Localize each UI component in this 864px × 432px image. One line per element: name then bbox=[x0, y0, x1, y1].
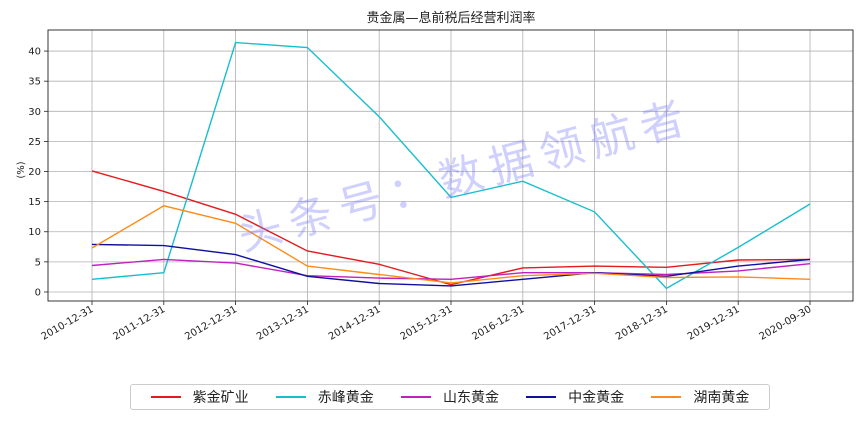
y-tick-label: 30 bbox=[28, 107, 41, 118]
y-tick-label: 40 bbox=[28, 47, 41, 58]
legend-label: 紫金矿业 bbox=[192, 390, 249, 406]
legend-swatch bbox=[150, 396, 181, 398]
x-tick-label: 2013-12-31 bbox=[255, 304, 311, 343]
legend-item: 中金黄金 bbox=[526, 387, 624, 407]
x-tick-label: 2012-12-31 bbox=[183, 304, 239, 343]
legend-swatch bbox=[651, 396, 682, 398]
legend: 紫金矿业 赤峰黄金 山东黄金 中金黄金 湖南黄金 bbox=[130, 384, 770, 410]
y-tick-label: 10 bbox=[28, 227, 41, 238]
x-tick-label: 2014-12-31 bbox=[327, 304, 383, 343]
y-tick-label: 35 bbox=[28, 77, 41, 88]
series-line bbox=[91, 205, 811, 284]
legend-item: 山东黄金 bbox=[400, 387, 499, 407]
legend-label: 中金黄金 bbox=[568, 390, 625, 406]
y-tick-label: 0 bbox=[35, 287, 41, 298]
y-tick-label: 20 bbox=[28, 167, 41, 178]
x-tick-label: 2018-12-31 bbox=[614, 304, 670, 343]
legend-label: 赤峰黄金 bbox=[317, 390, 374, 406]
legend-item: 紫金矿业 bbox=[150, 387, 249, 407]
legend-swatch bbox=[526, 396, 557, 398]
x-tick-label: 2016-12-31 bbox=[470, 304, 526, 343]
legend-item: 湖南黄金 bbox=[651, 387, 749, 407]
legend-swatch bbox=[275, 396, 306, 398]
y-tick-label: 25 bbox=[28, 137, 41, 148]
x-tick-label: 2011-12-31 bbox=[111, 304, 167, 343]
series-line bbox=[91, 170, 811, 286]
grid bbox=[48, 30, 853, 301]
y-tick-label: 5 bbox=[35, 257, 41, 268]
y-tick-label: 15 bbox=[28, 197, 41, 208]
x-tick-label: 2020-09-30 bbox=[758, 304, 814, 343]
x-tick-label: 2017-12-31 bbox=[542, 304, 598, 343]
legend-item: 赤峰黄金 bbox=[275, 387, 374, 407]
plot-frame bbox=[47, 29, 854, 302]
legend-label: 山东黄金 bbox=[442, 390, 499, 406]
series-line bbox=[91, 41, 811, 290]
y-axis-label: (%) bbox=[16, 161, 27, 178]
series-layer bbox=[91, 41, 811, 290]
legend-label: 湖南黄金 bbox=[693, 390, 750, 406]
x-tick-label: 2010-12-31 bbox=[40, 304, 96, 343]
legend-swatch bbox=[400, 396, 431, 398]
chart-title: 贵金属—息前税后经营利润率 bbox=[366, 10, 535, 26]
x-tick-label: 2019-12-31 bbox=[686, 304, 742, 343]
x-tick-label: 2015-12-31 bbox=[399, 304, 455, 343]
series-line bbox=[91, 243, 811, 287]
